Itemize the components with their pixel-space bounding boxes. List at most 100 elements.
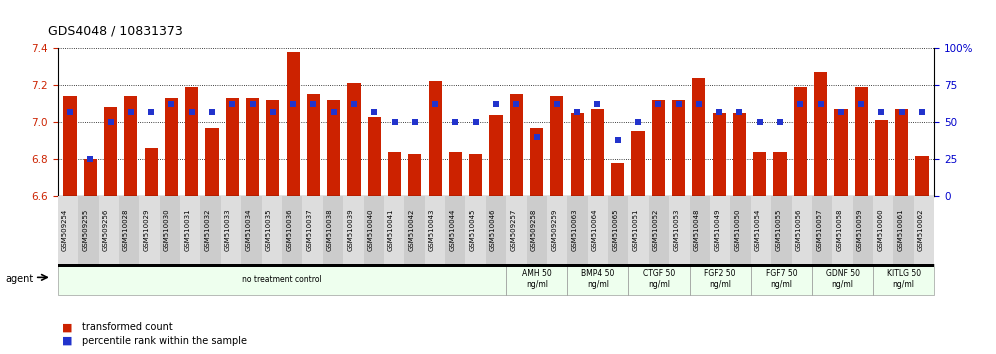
Bar — [226, 98, 239, 196]
Bar — [124, 96, 137, 196]
Text: GSM510056: GSM510056 — [796, 209, 802, 251]
Bar — [794, 87, 807, 196]
Text: GSM509256: GSM509256 — [103, 209, 109, 251]
Bar — [449, 152, 462, 196]
Point — [772, 119, 788, 125]
Text: GSM510054: GSM510054 — [755, 209, 761, 251]
Text: GSM510064: GSM510064 — [592, 209, 598, 251]
Point — [183, 109, 199, 115]
Point — [711, 109, 727, 115]
Point — [285, 102, 301, 107]
Text: GSM510057: GSM510057 — [816, 209, 822, 251]
Text: GSM509257: GSM509257 — [510, 209, 516, 251]
Text: GSM510058: GSM510058 — [837, 209, 843, 251]
Point — [386, 119, 402, 125]
Text: GSM510035: GSM510035 — [266, 209, 272, 251]
Text: GSM509254: GSM509254 — [62, 209, 68, 251]
Text: GSM510063: GSM510063 — [572, 209, 578, 251]
Text: GSM510049: GSM510049 — [714, 209, 720, 251]
Point — [670, 102, 686, 107]
Text: BMP4 50
ng/ml: BMP4 50 ng/ml — [582, 269, 615, 289]
Text: GSM510045: GSM510045 — [470, 209, 476, 251]
Text: ■: ■ — [62, 322, 73, 332]
Bar — [733, 113, 746, 196]
Point — [610, 137, 625, 143]
Point — [549, 102, 565, 107]
Text: GDS4048 / 10831373: GDS4048 / 10831373 — [48, 24, 182, 37]
Bar — [591, 109, 604, 196]
Point — [630, 119, 646, 125]
Bar — [915, 156, 928, 196]
Bar — [388, 152, 401, 196]
Bar — [246, 98, 259, 196]
Point — [731, 109, 747, 115]
Text: GSM510038: GSM510038 — [327, 209, 333, 251]
Text: GSM509259: GSM509259 — [551, 209, 557, 251]
Point — [447, 119, 463, 125]
Point — [893, 109, 909, 115]
Point — [204, 109, 220, 115]
Text: GSM510033: GSM510033 — [225, 209, 231, 251]
Point — [873, 109, 889, 115]
Bar — [164, 98, 178, 196]
Text: GSM510046: GSM510046 — [490, 209, 496, 251]
Bar — [307, 94, 320, 196]
Point — [62, 109, 78, 115]
Text: GSM510030: GSM510030 — [164, 209, 170, 251]
Bar — [144, 148, 157, 196]
Bar — [64, 96, 77, 196]
Text: GSM510053: GSM510053 — [673, 209, 679, 251]
Text: CTGF 50
ng/ml: CTGF 50 ng/ml — [643, 269, 675, 289]
Text: KITLG 50
ng/ml: KITLG 50 ng/ml — [886, 269, 920, 289]
Bar — [530, 128, 543, 196]
Bar — [712, 113, 726, 196]
Point — [265, 109, 281, 115]
Bar — [651, 100, 665, 196]
Text: GSM510042: GSM510042 — [408, 209, 414, 251]
Bar — [205, 128, 218, 196]
Point — [691, 102, 707, 107]
Text: GSM510048: GSM510048 — [694, 209, 700, 251]
Bar — [489, 115, 503, 196]
Text: ■: ■ — [62, 336, 73, 346]
Point — [427, 102, 443, 107]
Point — [854, 102, 870, 107]
Text: GSM510037: GSM510037 — [307, 209, 313, 251]
Text: percentile rank within the sample: percentile rank within the sample — [82, 336, 247, 346]
Text: GSM510051: GSM510051 — [632, 209, 638, 251]
Point — [326, 109, 342, 115]
Text: GSM510061: GSM510061 — [897, 209, 903, 251]
Bar — [368, 116, 380, 196]
Point — [143, 109, 159, 115]
Text: GSM510060: GSM510060 — [877, 209, 883, 251]
Point — [123, 109, 138, 115]
Point — [306, 102, 322, 107]
Bar — [510, 94, 523, 196]
Point — [367, 109, 382, 115]
Bar — [408, 154, 421, 196]
Point — [103, 119, 119, 125]
Bar — [550, 96, 564, 196]
Point — [163, 102, 179, 107]
Text: GSM510039: GSM510039 — [348, 209, 354, 251]
Point — [224, 102, 240, 107]
Bar — [428, 81, 442, 196]
Bar — [469, 154, 482, 196]
Text: FGF7 50
ng/ml: FGF7 50 ng/ml — [766, 269, 797, 289]
Text: GDNF 50
ng/ml: GDNF 50 ng/ml — [826, 269, 860, 289]
Bar — [348, 83, 361, 196]
Text: GSM510029: GSM510029 — [143, 209, 149, 251]
Point — [488, 102, 504, 107]
Bar — [185, 87, 198, 196]
Text: GSM510032: GSM510032 — [204, 209, 210, 251]
Bar — [327, 100, 341, 196]
Bar — [631, 131, 644, 196]
Text: GSM510028: GSM510028 — [124, 209, 129, 251]
Bar — [814, 72, 828, 196]
Text: GSM510041: GSM510041 — [388, 209, 394, 251]
Point — [83, 156, 99, 162]
Bar — [287, 52, 300, 196]
Text: GSM509255: GSM509255 — [83, 209, 89, 251]
Text: GSM510043: GSM510043 — [429, 209, 435, 251]
Text: GSM510044: GSM510044 — [449, 209, 455, 251]
